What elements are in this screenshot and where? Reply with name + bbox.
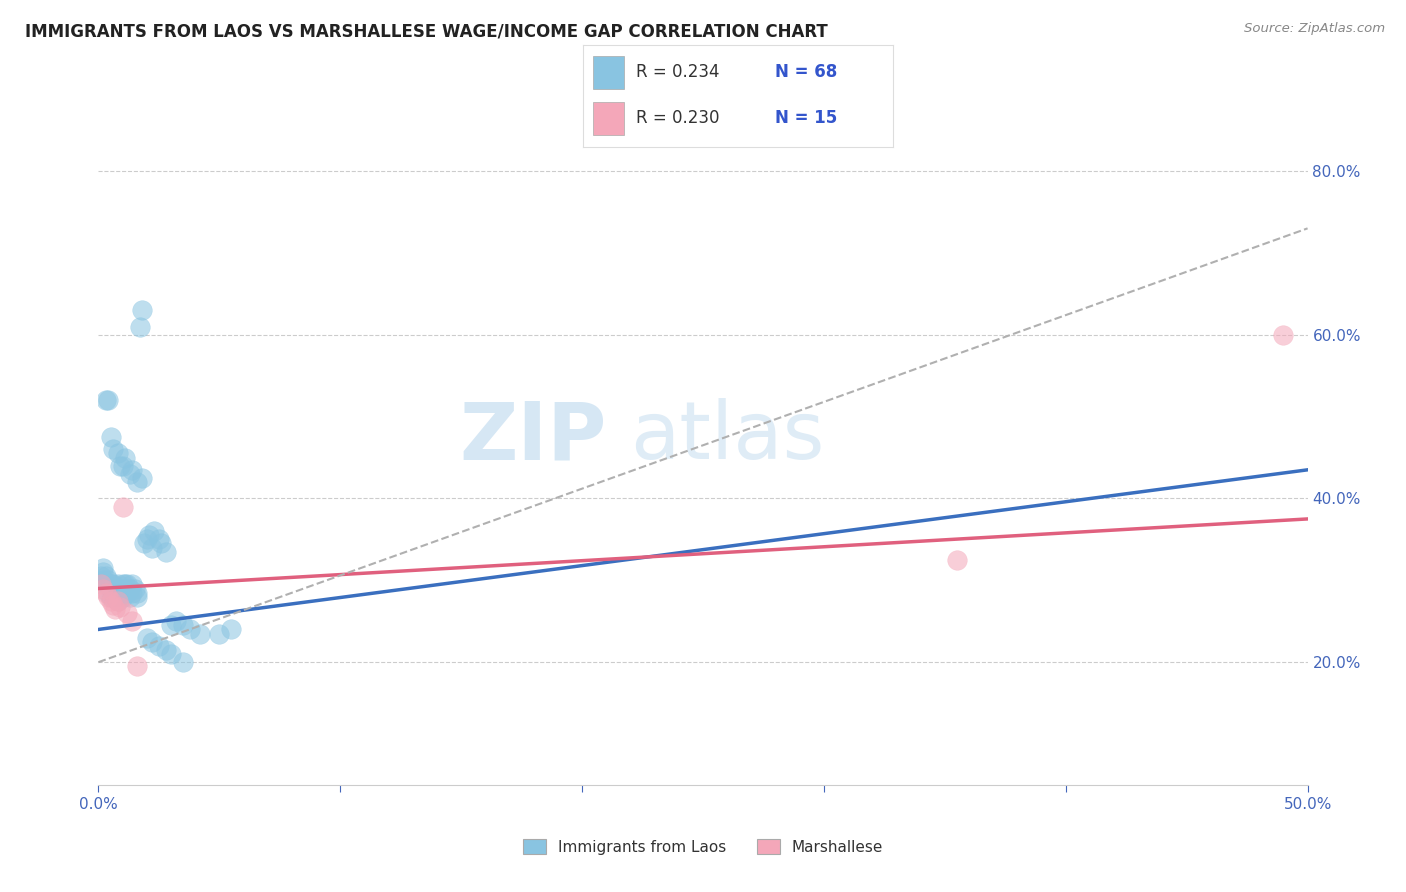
Point: [155, 544, 177, 558]
Point: [100, 594, 122, 608]
Point: [160, 647, 183, 661]
Text: N = 15: N = 15: [775, 110, 838, 128]
Point: [101, 598, 124, 612]
Point: [107, 594, 129, 608]
Point: [135, 533, 157, 547]
Point: [100, 577, 122, 591]
Point: [141, 541, 163, 555]
Text: Source: ZipAtlas.com: Source: ZipAtlas.com: [1244, 22, 1385, 36]
Text: ZIP: ZIP: [458, 398, 606, 476]
Point: [101, 585, 124, 599]
Point: [101, 442, 124, 457]
Point: [165, 614, 187, 628]
Point: [97, 574, 120, 588]
Point: [91, 565, 114, 579]
Text: atlas: atlas: [630, 398, 825, 476]
Point: [121, 577, 143, 591]
Point: [179, 623, 201, 637]
Point: [160, 618, 183, 632]
Point: [107, 594, 129, 608]
Point: [101, 577, 124, 591]
Point: [221, 623, 243, 637]
Point: [124, 582, 146, 596]
Point: [114, 582, 136, 596]
Point: [108, 582, 131, 596]
Point: [117, 585, 139, 599]
Point: [131, 471, 153, 485]
Point: [121, 614, 143, 628]
Point: [108, 599, 131, 614]
Point: [97, 590, 120, 604]
FancyBboxPatch shape: [593, 56, 624, 88]
Point: [108, 458, 131, 473]
Point: [90, 577, 112, 591]
Point: [107, 577, 129, 591]
Point: [143, 524, 166, 539]
Point: [155, 643, 177, 657]
Point: [94, 393, 117, 408]
Point: [100, 590, 122, 604]
Point: [141, 634, 163, 648]
FancyBboxPatch shape: [593, 102, 624, 135]
Text: R = 0.230: R = 0.230: [636, 110, 720, 128]
Point: [111, 590, 134, 604]
Point: [111, 458, 134, 473]
Point: [946, 553, 969, 567]
Point: [104, 590, 127, 604]
Point: [172, 618, 194, 632]
Point: [97, 585, 120, 599]
Point: [91, 561, 114, 575]
Point: [127, 585, 149, 599]
Point: [148, 639, 170, 653]
Point: [111, 577, 134, 591]
Point: [100, 582, 122, 596]
Point: [172, 655, 194, 669]
Point: [118, 582, 141, 596]
Point: [114, 450, 136, 465]
Point: [188, 626, 211, 640]
Text: N = 68: N = 68: [775, 63, 838, 81]
Point: [97, 393, 120, 408]
Text: R = 0.234: R = 0.234: [636, 63, 720, 81]
Point: [118, 590, 141, 604]
Point: [148, 533, 170, 547]
Point: [94, 585, 117, 599]
Point: [104, 602, 127, 616]
Point: [127, 659, 149, 673]
Legend: Immigrants from Laos, Marshallese: Immigrants from Laos, Marshallese: [516, 832, 890, 861]
Point: [121, 463, 143, 477]
Point: [128, 319, 150, 334]
Point: [94, 577, 117, 591]
Point: [127, 475, 149, 489]
Point: [94, 569, 117, 583]
Point: [118, 467, 141, 481]
Point: [91, 574, 114, 588]
Point: [100, 430, 122, 444]
Point: [111, 500, 134, 514]
Text: IMMIGRANTS FROM LAOS VS MARSHALLESE WAGE/INCOME GAP CORRELATION CHART: IMMIGRANTS FROM LAOS VS MARSHALLESE WAGE…: [25, 22, 828, 40]
Point: [135, 631, 157, 645]
Point: [1272, 327, 1295, 342]
Point: [127, 590, 149, 604]
Point: [208, 626, 231, 640]
Point: [117, 577, 139, 591]
Point: [114, 577, 136, 591]
Point: [121, 585, 143, 599]
Point: [150, 536, 173, 550]
Point: [117, 606, 139, 620]
Point: [111, 585, 134, 599]
Point: [131, 303, 153, 318]
Point: [108, 585, 131, 599]
Point: [104, 582, 127, 596]
Point: [134, 536, 156, 550]
Point: [138, 528, 160, 542]
Point: [90, 569, 112, 583]
Point: [107, 446, 129, 460]
Point: [91, 582, 114, 596]
